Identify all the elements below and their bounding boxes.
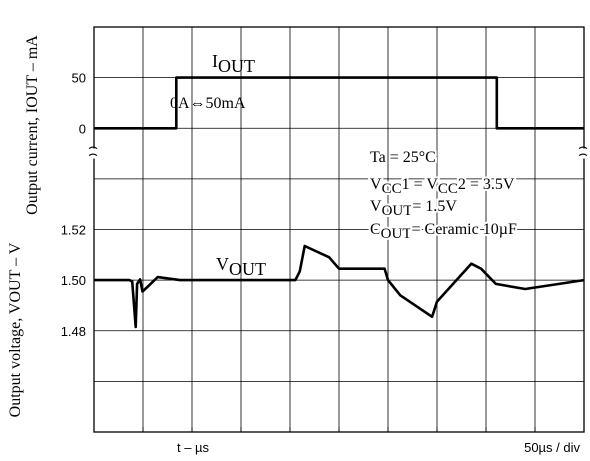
condition-part: CC (438, 181, 458, 197)
condition-part: 2 = 3.5V (458, 176, 515, 193)
condition-part: V (370, 198, 382, 215)
voltage-tick-label: 1.48 (61, 324, 86, 339)
chart-grid (88, 26, 590, 433)
voltage-tick-label: 1.50 (61, 273, 86, 288)
iout-transition-label: 0A⇔50mA (170, 95, 246, 112)
condition-part: = 1.5V (412, 198, 457, 215)
iout-series-label: IOUT (212, 51, 255, 76)
condition-line: Ta = 25°C (370, 149, 436, 166)
current-tick-label: 0 (79, 121, 86, 136)
iout-series-label-main: I (212, 51, 218, 71)
vout-trace (94, 244, 585, 329)
condition-line: COUT= Ceramic 10µF (370, 221, 517, 242)
condition-part: OUT (381, 226, 412, 242)
series-layer (94, 76, 585, 329)
condition-part: OUT (382, 203, 413, 219)
axis-break-gap (88, 148, 100, 159)
current-tick-label: 50 (72, 71, 86, 86)
axis-break-gap (578, 148, 590, 159)
current-axis-label: Output current, IOUT – mA (24, 35, 41, 215)
x-scale-label: 50µs / div (524, 440, 580, 455)
condition-part: = Ceramic 10µF (412, 221, 517, 238)
iout-trace (94, 76, 584, 130)
vout-series-label: VOUT (216, 254, 266, 279)
axis-break-mark (88, 146, 98, 156)
condition-part: C (370, 221, 381, 238)
axis-break-mark (578, 146, 588, 156)
condition-line: VOUT= 1.5V (370, 198, 457, 219)
voltage-tick-label: 1.52 (61, 223, 86, 238)
condition-part: 1 = V (402, 176, 439, 193)
condition-line: VCC1 = VCC2 = 3.5V (370, 176, 515, 197)
voltage-axis-label: Output voltage, VOUT – V (7, 242, 24, 417)
condition-part: CC (382, 181, 402, 197)
condition-part: V (370, 176, 382, 193)
vout-series-label-sub: OUT (229, 259, 266, 279)
vout-series-label-main: V (216, 254, 229, 274)
iout-series-label-sub: OUT (218, 56, 255, 76)
x-axis-label: t – µs (177, 440, 210, 455)
